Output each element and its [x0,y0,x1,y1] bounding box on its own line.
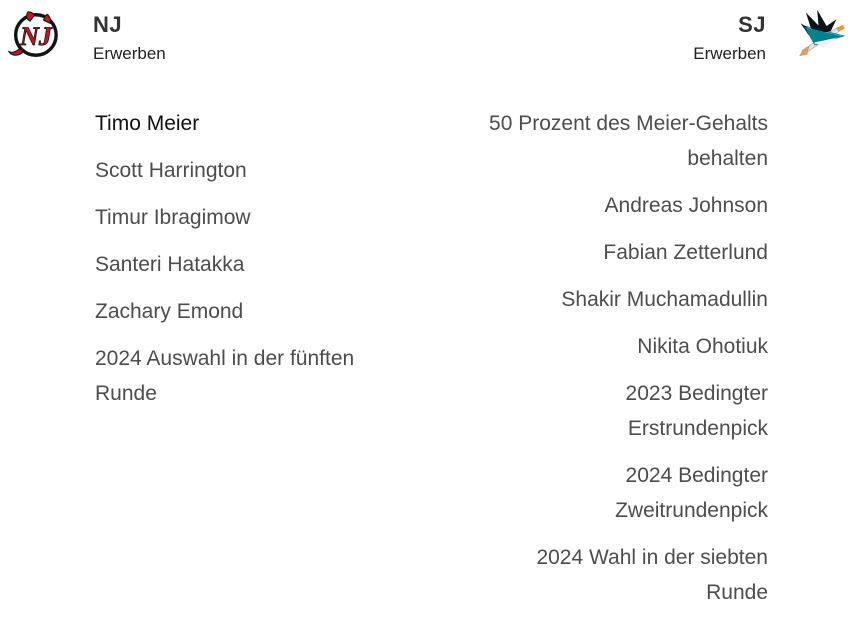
team-header-nj: NJ NJ Erwerben [7,8,166,66]
svg-text:NJ: NJ [19,22,53,51]
trade-item: Timo Meier [95,112,200,135]
team-info-sj: SJ Erwerben [693,8,766,66]
team-info-nj: NJ Erwerben [93,8,166,66]
trade-item: Andreas Johnson [604,194,768,217]
sj-sharks-logo [796,8,850,62]
trade-item: 2024 Bedingter Zweitrundenpick [615,464,768,522]
team-abbr-sj: SJ [738,12,766,37]
trade-item: Fabian Zetterlund [603,241,768,264]
sj-acquisition-list: 50 Prozent des Meier-Gehalts behalten And… [432,106,768,622]
nj-acquisition-list: Timo Meier Scott Harrington Timur Ibragimo… [95,106,432,622]
trade-item: Timur Ibragimow [95,206,251,229]
trade-header-row: NJ NJ Erwerben SJ Erwerben [0,0,858,66]
trade-item: Nikita Ohotiuk [637,335,768,358]
nj-devils-logo: NJ [7,8,62,62]
team-abbr-nj: NJ [93,12,123,37]
trade-item: 2024 Wahl in der siebten Runde [536,546,768,604]
trade-item: 2023 Bedingter Erstrundenpick [625,382,768,440]
trade-item: 50 Prozent des Meier-Gehalts behalten [489,112,768,170]
trade-item: Shakir Muchamadullin [561,288,768,311]
trade-item: Santeri Hatakka [95,253,245,276]
trade-item: Zachary Emond [95,300,244,323]
trade-item: 2024 Auswahl in der fünften Runde [95,347,355,405]
team-action-label-sj: Erwerben [693,44,766,63]
acquisition-columns: Timo Meier Scott Harrington Timur Ibragimo… [0,106,858,622]
trade-item: Scott Harrington [95,159,247,182]
team-action-label-nj: Erwerben [93,44,166,63]
team-header-sj: SJ Erwerben [693,8,850,66]
